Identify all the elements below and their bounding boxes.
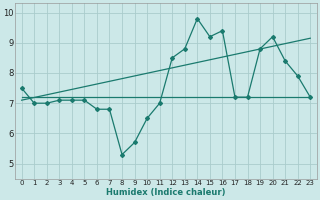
X-axis label: Humidex (Indice chaleur): Humidex (Indice chaleur) — [106, 188, 226, 197]
